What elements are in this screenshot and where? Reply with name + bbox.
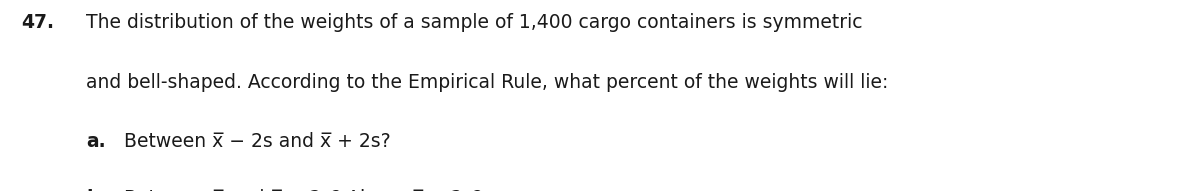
Text: a.: a. — [86, 132, 105, 151]
Text: Between x̅ and x̅ + 2s? Above x̅ + 2s?: Between x̅ and x̅ + 2s? Above x̅ + 2s? — [124, 189, 482, 191]
Text: The distribution of the weights of a sample of 1,400 cargo containers is symmetr: The distribution of the weights of a sam… — [86, 13, 862, 32]
Text: Between x̅ − 2s and x̅ + 2s?: Between x̅ − 2s and x̅ + 2s? — [124, 132, 390, 151]
Text: b.: b. — [86, 189, 106, 191]
Text: and bell-shaped. According to the Empirical Rule, what percent of the weights wi: and bell-shaped. According to the Empiri… — [86, 73, 888, 91]
Text: 47.: 47. — [21, 13, 55, 32]
